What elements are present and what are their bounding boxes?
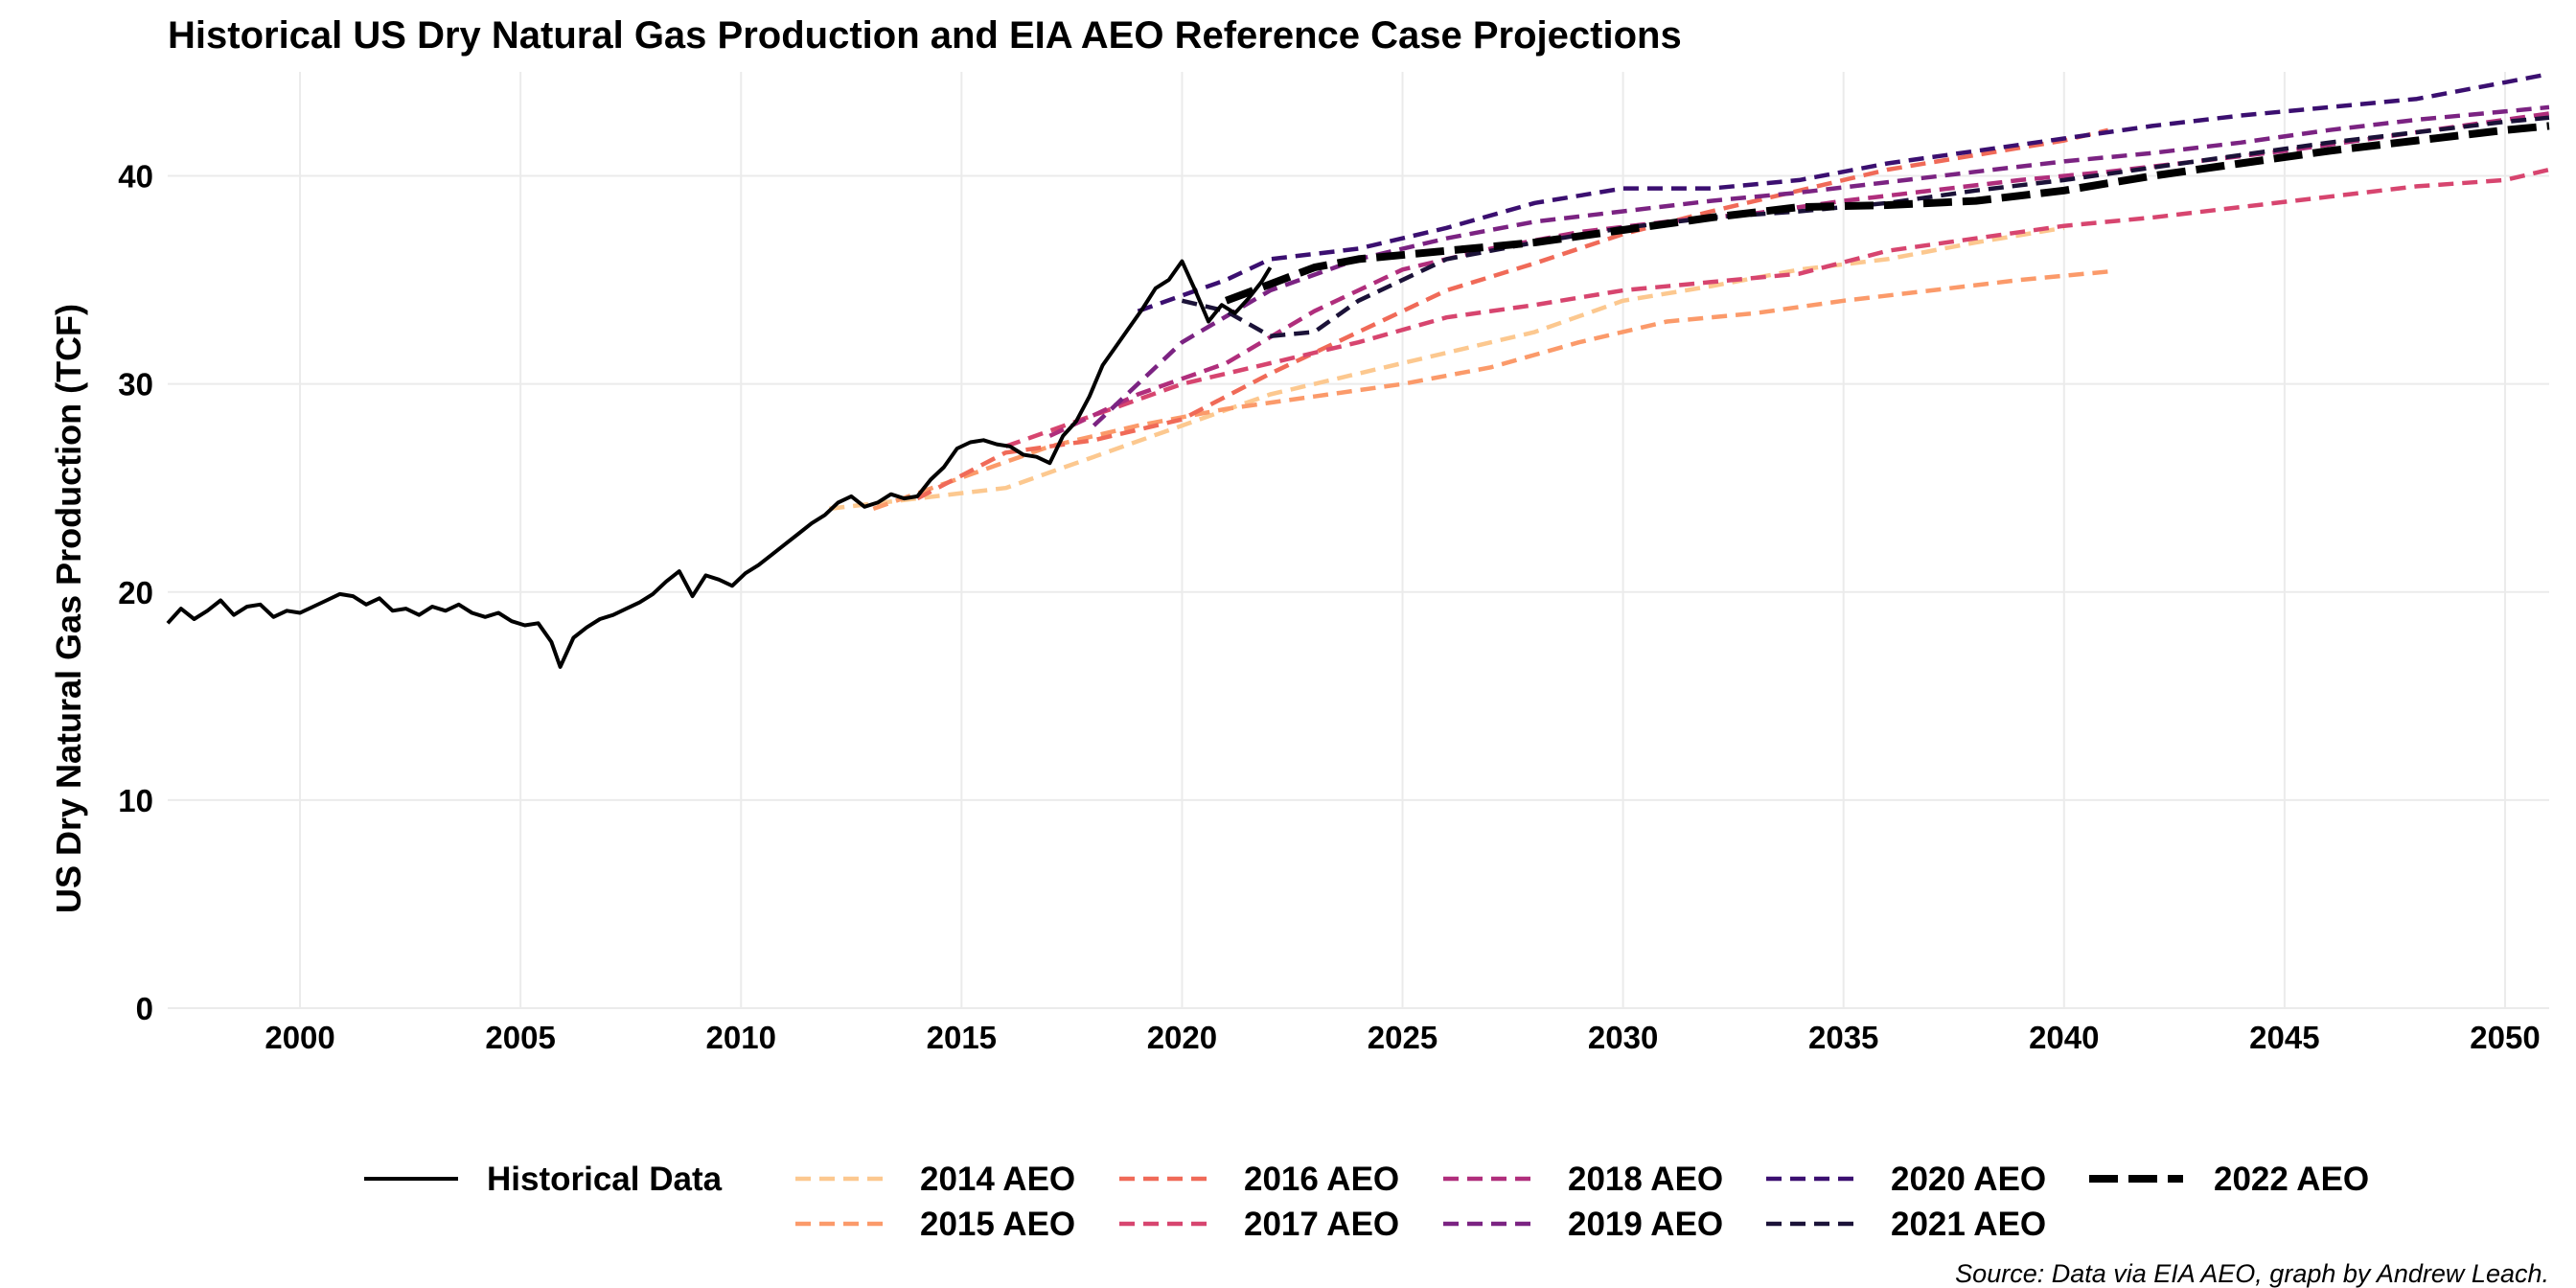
y-tick-label: 30 (118, 367, 153, 402)
x-tick-label: 2005 (485, 1020, 555, 1055)
x-tick-label: 2035 (1808, 1020, 1878, 1055)
legend-label-historical-data: Historical Data (487, 1161, 723, 1198)
legend-label-2017-aeo: 2017 AEO (1244, 1206, 1399, 1243)
y-axis-title: US Dry Natural Gas Production (TCF) (49, 304, 88, 913)
legend-label-2018-aeo: 2018 AEO (1568, 1161, 1723, 1198)
x-tick-label: 2020 (1147, 1020, 1217, 1055)
y-tick-label: 10 (118, 783, 153, 818)
y-axis: 0 10 20 30 40 (118, 159, 153, 1026)
series-line-2016-aeo (916, 127, 2109, 501)
y-tick-label: 20 (118, 575, 153, 610)
chart-title: Historical US Dry Natural Gas Production… (168, 14, 1682, 57)
legend-label-2015-aeo: 2015 AEO (920, 1206, 1075, 1243)
legend-label-2020-aeo: 2020 AEO (1891, 1161, 2046, 1198)
x-axis: 2000 2005 2010 2015 2020 2025 2030 2035 2040 2045… (264, 1020, 2540, 1055)
legend-label-2022-aeo: 2022 AEO (2214, 1161, 2369, 1198)
legend-label-2021-aeo: 2021 AEO (1891, 1206, 2046, 1243)
series-line-2021-aeo (1181, 115, 2550, 338)
legend: Historical Data 2014 AEO 2015 AEO 2016 AEO 2… (364, 1161, 2369, 1243)
series-line-2020-aeo (1137, 71, 2550, 313)
plot-area (166, 71, 2550, 669)
x-tick-label: 2025 (1368, 1020, 1438, 1055)
grid (168, 72, 2549, 1009)
x-tick-label: 2030 (1588, 1020, 1658, 1055)
series-line-2015-aeo (872, 269, 2109, 512)
y-tick-label: 0 (136, 991, 153, 1026)
series-line-historical-data (166, 259, 1273, 669)
legend-label-2019-aeo: 2019 AEO (1568, 1206, 1723, 1243)
legend-label-2014-aeo: 2014 AEO (920, 1161, 1075, 1198)
x-tick-label: 2040 (2029, 1020, 2099, 1055)
y-tick-label: 40 (118, 159, 153, 195)
series-line-2017-aeo (1004, 167, 2550, 448)
x-tick-label: 2000 (264, 1020, 334, 1055)
x-tick-label: 2050 (2470, 1020, 2540, 1055)
x-tick-label: 2010 (706, 1020, 776, 1055)
source-caption: Source: Data via EIA AEO, graph by Andre… (1955, 1259, 2549, 1288)
x-tick-label: 2015 (927, 1020, 997, 1055)
x-tick-label: 2045 (2249, 1020, 2319, 1055)
series-line-2014-aeo (829, 225, 2065, 512)
legend-label-2016-aeo: 2016 AEO (1244, 1161, 1399, 1198)
series-line-2022-aeo (1224, 122, 2550, 305)
